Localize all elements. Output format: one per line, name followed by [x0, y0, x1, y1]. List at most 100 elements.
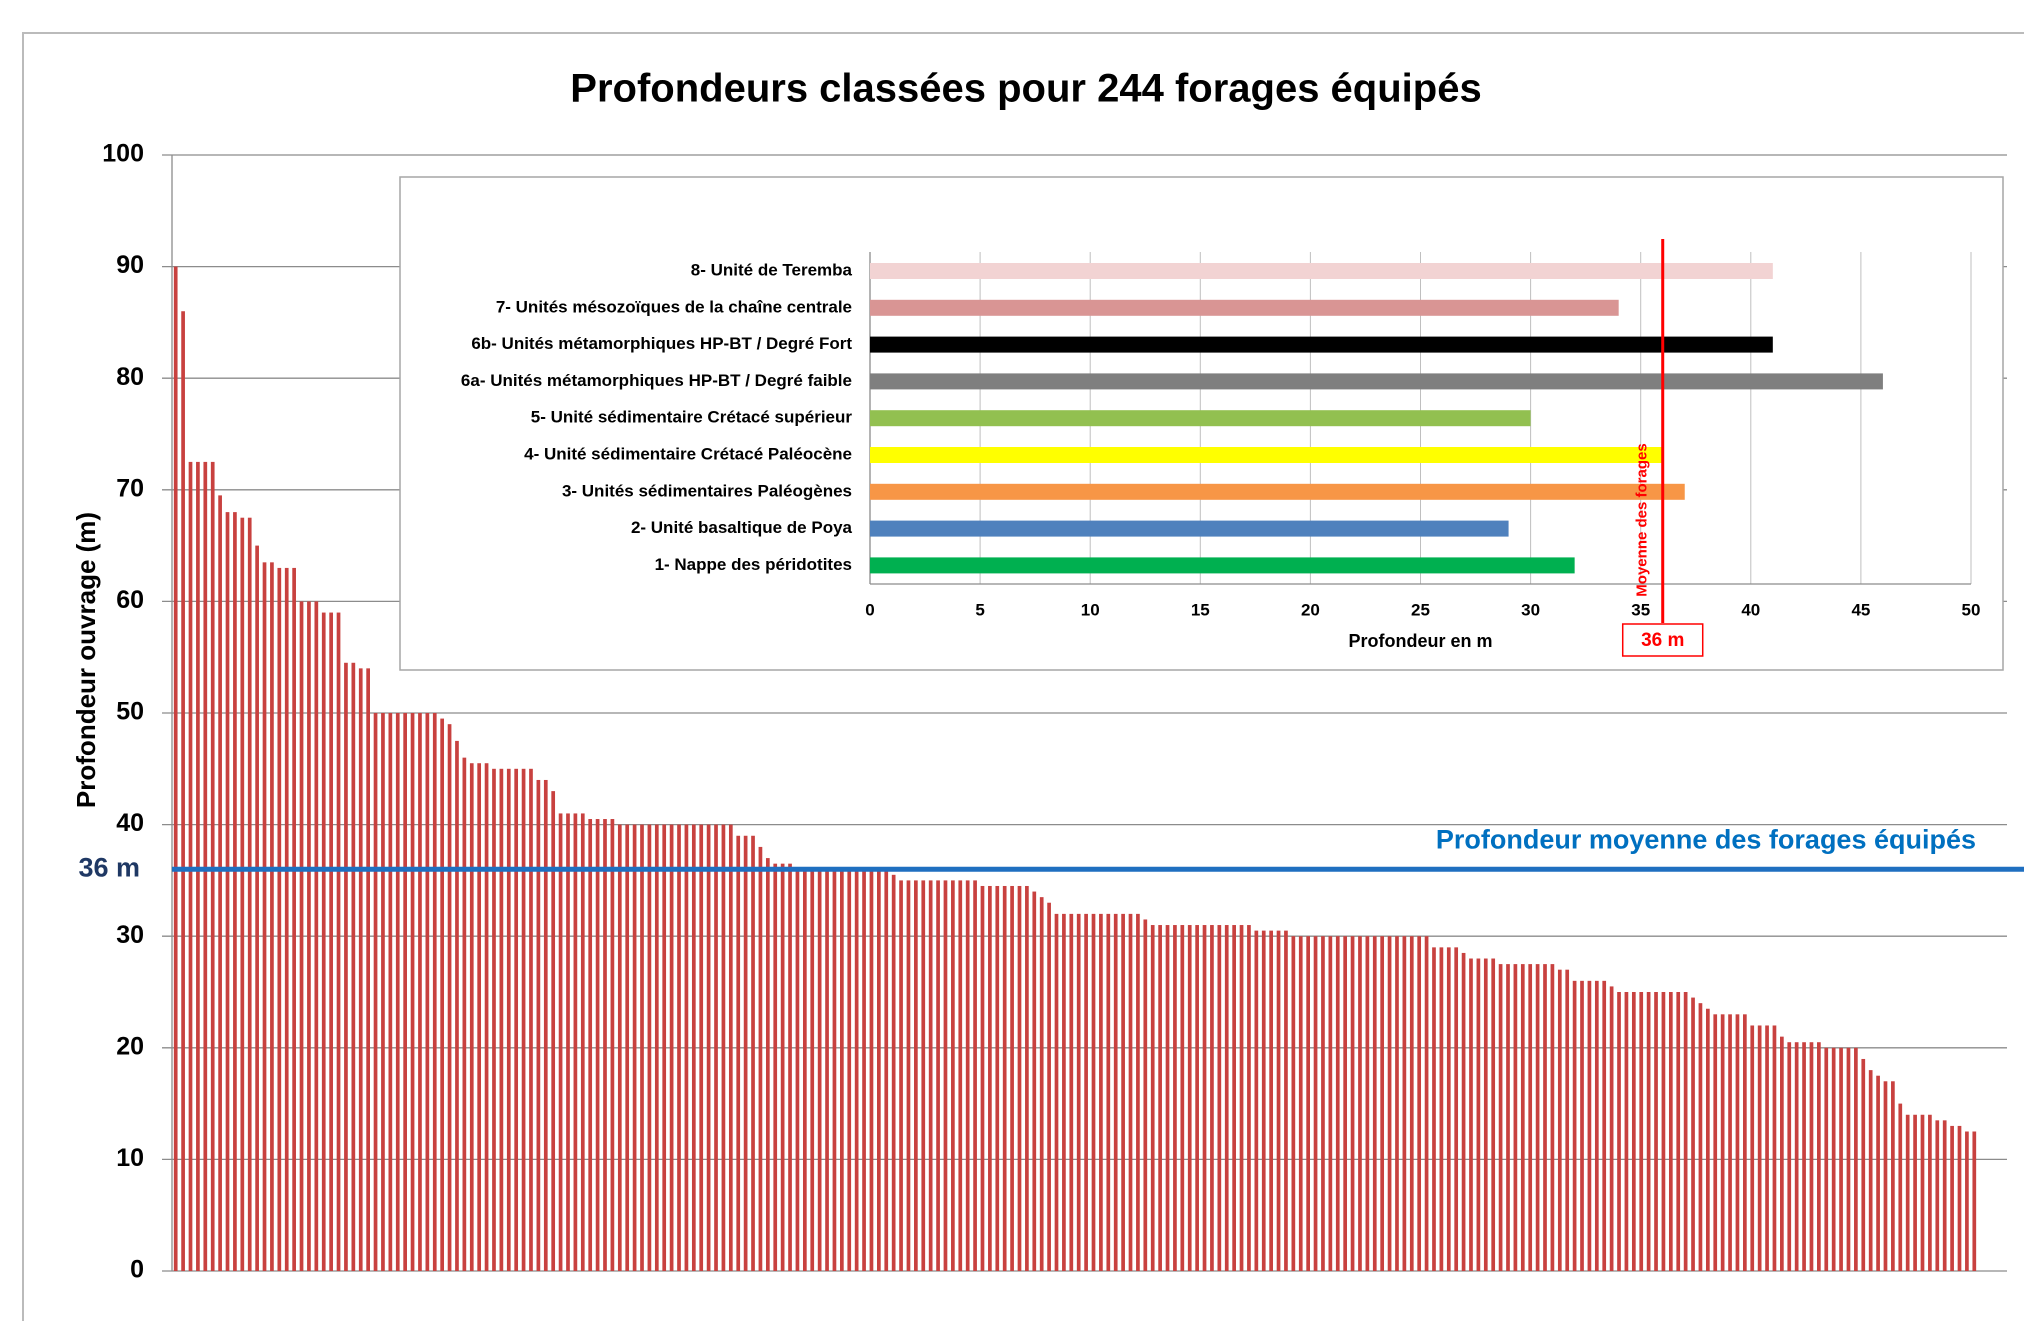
bar [410, 713, 415, 1271]
y-tick-label: 1- Nappe des péridotites [655, 555, 852, 574]
bar [1476, 958, 1481, 1271]
bar [1928, 1114, 1932, 1271]
y-tick-label: 40 [116, 809, 144, 837]
bar [1306, 936, 1311, 1271]
bar [1550, 964, 1555, 1271]
y-tick-label: 50 [116, 698, 144, 726]
bar [817, 869, 822, 1271]
bar [995, 885, 1000, 1271]
bar [566, 813, 570, 1271]
bar [1469, 958, 1473, 1271]
bar [1025, 885, 1029, 1271]
bar [247, 517, 252, 1271]
bar [499, 768, 504, 1271]
y-tick-label: 8- Unité de Teremba [691, 260, 853, 279]
bar [1446, 947, 1451, 1271]
bar [1876, 1075, 1880, 1271]
bar [1535, 964, 1540, 1271]
bar [440, 718, 445, 1271]
bar [1557, 969, 1562, 1271]
bar [181, 311, 185, 1271]
bar [1195, 925, 1199, 1271]
y-tick-label: 5- Unité sédimentaire Crétacé supérieur [531, 408, 853, 427]
bar [870, 373, 1883, 390]
bar [1343, 936, 1348, 1271]
bar [233, 512, 237, 1271]
bar [1594, 980, 1599, 1271]
chart-title: Profondeurs classées pour 244 forages éq… [570, 67, 1481, 111]
bar [262, 562, 267, 1271]
x-tick-label: 25 [1411, 600, 1430, 619]
bar [1491, 958, 1496, 1271]
bar [255, 545, 259, 1271]
bar [344, 662, 348, 1271]
bar [1617, 992, 1621, 1271]
bar [1846, 1047, 1851, 1271]
bar [736, 835, 741, 1271]
bar [1772, 1025, 1777, 1271]
bar [1350, 936, 1355, 1271]
bar [1158, 925, 1162, 1271]
x-tick-label: 40 [1741, 600, 1760, 619]
bar [1121, 913, 1125, 1271]
bar [847, 869, 852, 1271]
bar [870, 557, 1575, 574]
bar [1661, 992, 1666, 1271]
mean-label-box [1621, 623, 1704, 657]
x-tick-label: 15 [1191, 600, 1210, 619]
bar [1187, 925, 1192, 1271]
y-tick-label: 70 [116, 474, 144, 502]
bar [210, 461, 215, 1271]
bar [1239, 925, 1244, 1271]
bar [1891, 1081, 1895, 1271]
bar [1787, 1042, 1792, 1271]
bar [1765, 1025, 1769, 1271]
bar [321, 612, 326, 1271]
bar [706, 824, 711, 1271]
bar [173, 266, 178, 1272]
x-axis-label: Profondeur en m [1348, 631, 1492, 651]
bar [1217, 925, 1222, 1271]
bar [403, 713, 408, 1271]
bar [1076, 913, 1081, 1271]
bar [1609, 986, 1614, 1271]
bar [1920, 1114, 1925, 1271]
bar [1624, 992, 1629, 1271]
bar [625, 824, 630, 1271]
bar [1705, 1008, 1710, 1271]
bar [1298, 936, 1303, 1271]
bar [1572, 980, 1577, 1271]
bar [225, 512, 230, 1271]
bar [721, 824, 726, 1271]
bar [1417, 936, 1422, 1271]
bar [203, 461, 208, 1271]
bar [336, 612, 341, 1271]
bar [1424, 936, 1429, 1271]
y-tick-label: 100 [102, 140, 144, 168]
bar [196, 461, 200, 1271]
bar [1742, 1014, 1747, 1271]
bar [329, 612, 333, 1271]
bar [1039, 897, 1044, 1271]
bar [529, 768, 533, 1271]
bar [958, 880, 963, 1271]
bar [870, 520, 1509, 537]
bar [1335, 936, 1340, 1271]
bar [1091, 913, 1096, 1271]
mean-annotation: Moyenne des forages [1634, 443, 1651, 596]
bar [1210, 925, 1214, 1271]
bar [1676, 992, 1681, 1271]
bar [891, 874, 896, 1271]
bar [1720, 1014, 1725, 1271]
bar [899, 880, 903, 1271]
bar [870, 336, 1773, 353]
bar [299, 601, 304, 1271]
bar [373, 713, 378, 1271]
bar [640, 824, 644, 1271]
bar [1136, 913, 1140, 1271]
bar [973, 880, 977, 1271]
bar [647, 824, 652, 1271]
bar [1032, 891, 1037, 1271]
bar [455, 740, 459, 1271]
bar [218, 495, 222, 1271]
